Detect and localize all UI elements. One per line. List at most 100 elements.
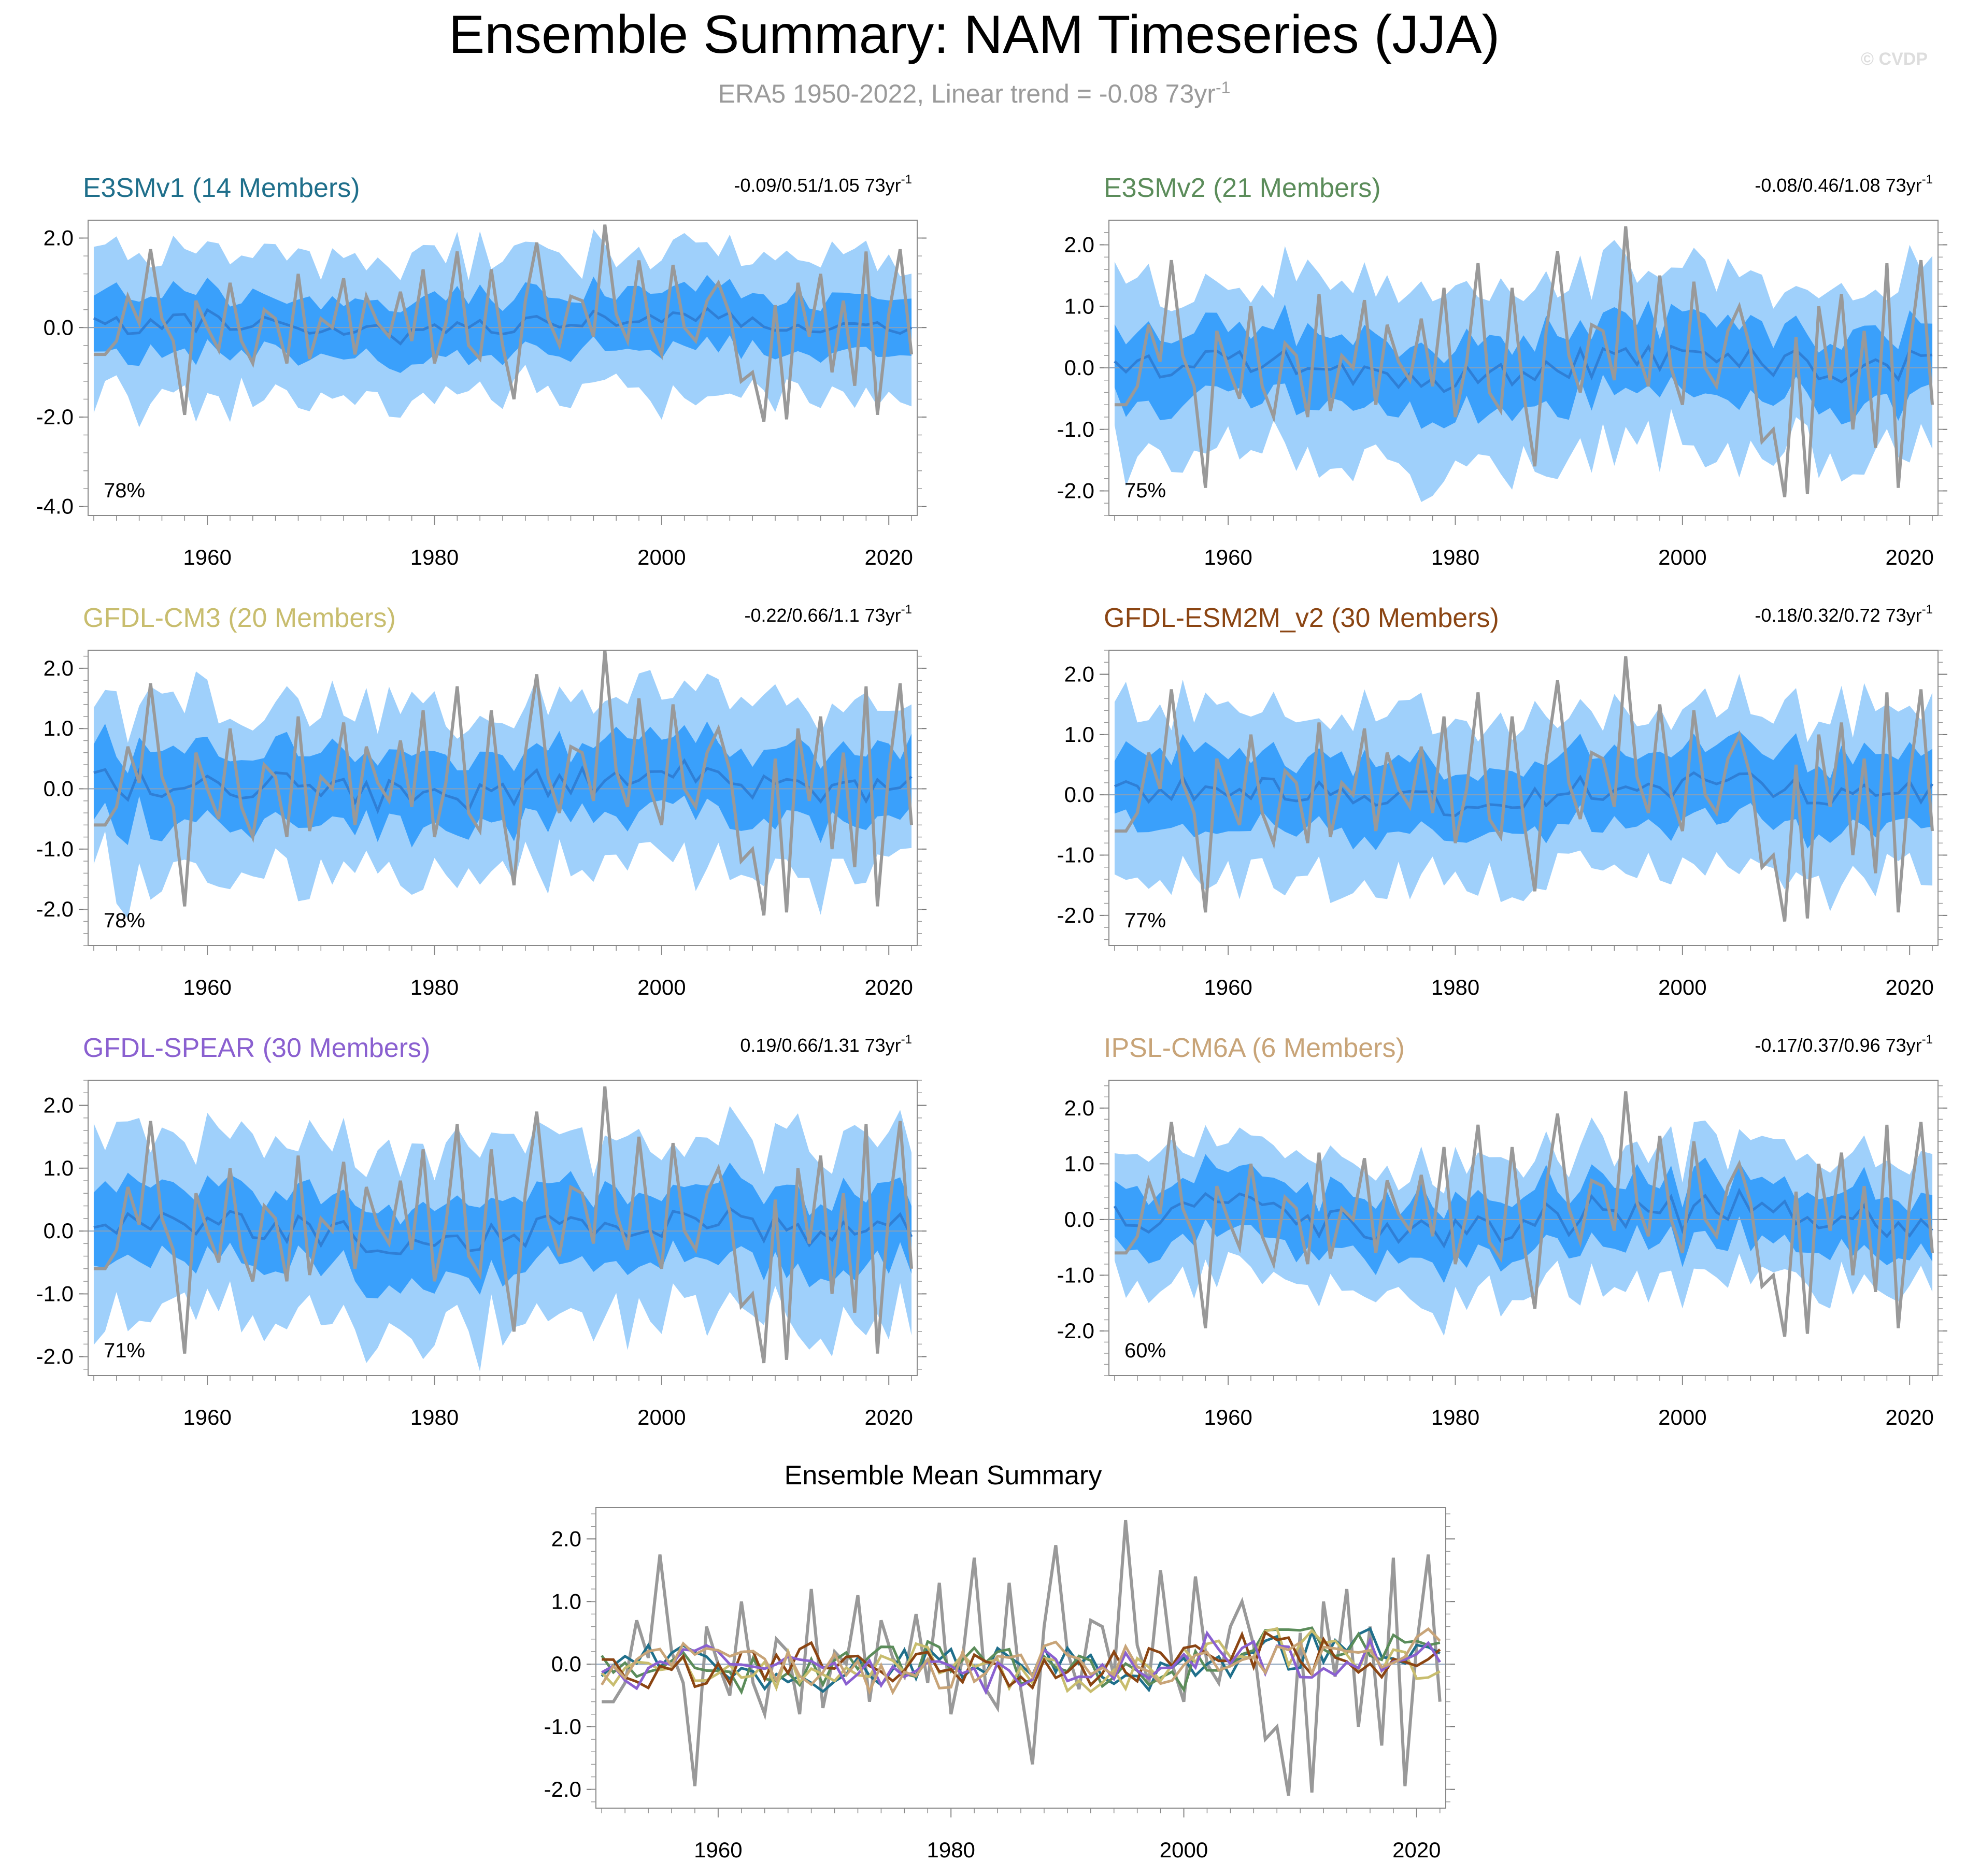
trend-value: -0.18/0.32/0.72 73yr <box>1755 605 1921 626</box>
observed-line <box>93 1086 914 1364</box>
figure-title: Ensemble Summary: NAM Timeseries (JJA) <box>449 5 1500 65</box>
x-tick-label: 2000 <box>637 975 686 999</box>
y-tick-label: 2.0 <box>44 1093 74 1118</box>
panel-title: E3SMv2 (21 Members) <box>1104 173 1381 203</box>
panel-title: GFDL-ESM2M_v2 (30 Members) <box>1104 603 1499 633</box>
percent-label: 60% <box>1124 1339 1166 1362</box>
inner-spread-band <box>1114 1154 1933 1283</box>
panel-4: GFDL-ESM2M_v2 (30 Members) -0.18/0.32/0.7… <box>1057 603 1947 999</box>
y-tick-label: -2.0 <box>1057 1319 1094 1343</box>
y-tick-label: -2.0 <box>1057 903 1094 927</box>
observed-line <box>93 224 914 422</box>
y-tick-label: -2.0 <box>36 1344 74 1369</box>
y-tick-label: 1.0 <box>44 716 74 740</box>
x-tick-label: 2020 <box>1392 1838 1441 1862</box>
x-tick-label: 1960 <box>1204 975 1252 999</box>
trend-label: -0.17/0.37/0.96 73yr-1 <box>1755 1033 1933 1056</box>
x-tick-label: 2000 <box>637 545 686 569</box>
series-line-ipsl-cm6a <box>601 1627 1441 1696</box>
trend-superscript: -1 <box>901 173 912 187</box>
y-tick-label: 2.0 <box>44 656 74 680</box>
y-tick-label: -1.0 <box>1057 1263 1094 1287</box>
y-tick-label: 0.0 <box>1064 1207 1094 1231</box>
y-tick-label: 2.0 <box>1064 662 1094 686</box>
y-tick-label: -2.0 <box>36 897 74 921</box>
panel-title: GFDL-CM3 (20 Members) <box>83 603 396 633</box>
trend-label: -0.08/0.46/1.08 73yr-1 <box>1755 173 1933 196</box>
y-tick-label: -2.0 <box>1057 479 1094 503</box>
x-tick-label: 2020 <box>864 1405 913 1429</box>
trend-superscript: -1 <box>901 603 912 617</box>
watermark: © CVDP <box>1861 49 1928 69</box>
percent-label: 75% <box>1124 479 1166 502</box>
y-tick-label: 0.0 <box>1064 355 1094 380</box>
y-tick-label: -1.0 <box>1057 417 1094 441</box>
y-tick-label: 1.0 <box>1064 1151 1094 1176</box>
trend-label: -0.22/0.66/1.1 73yr-1 <box>744 603 912 626</box>
y-tick-label: 1.0 <box>44 1156 74 1180</box>
trend-value: -0.17/0.37/0.96 73yr <box>1755 1035 1921 1056</box>
panel-title: Ensemble Mean Summary <box>785 1460 1102 1491</box>
panel-6: IPSL-CM6A (6 Members) -0.17/0.37/0.96 73y… <box>1057 1033 1947 1429</box>
x-tick-label: 2000 <box>1658 545 1706 569</box>
observed-line <box>93 650 914 916</box>
x-tick-label: 2020 <box>864 975 913 999</box>
trend-superscript: -1 <box>1922 173 1933 187</box>
x-tick-label: 1960 <box>183 975 231 999</box>
x-tick-label: 2020 <box>1885 975 1933 999</box>
y-tick-label: 0.0 <box>1064 782 1094 807</box>
x-tick-label: 2020 <box>864 545 913 569</box>
x-tick-label: 2020 <box>1885 1405 1933 1429</box>
ensemble-mean-line <box>1113 1187 1933 1249</box>
observed-line <box>1114 1091 1934 1337</box>
y-tick-label: 1.0 <box>1064 294 1094 318</box>
y-tick-label: 2.0 <box>1064 1096 1094 1120</box>
y-tick-label: 0.0 <box>44 315 74 339</box>
y-tick-label: -1.0 <box>1057 843 1094 867</box>
ensemble-mean-line <box>93 758 913 814</box>
y-tick-label: -2.0 <box>36 405 74 429</box>
x-tick-label: 1960 <box>183 1405 231 1429</box>
x-tick-label: 2020 <box>1885 545 1933 569</box>
panel-5: GFDL-SPEAR (30 Members) 0.19/0.66/1.31 73… <box>36 1033 927 1429</box>
panel-title: GFDL-SPEAR (30 Members) <box>83 1033 430 1063</box>
x-tick-label: 1980 <box>410 975 459 999</box>
y-tick-label: 1.0 <box>551 1589 581 1613</box>
percent-label: 71% <box>104 1339 145 1362</box>
y-tick-label: 2.0 <box>551 1526 581 1551</box>
panel-2: E3SMv2 (21 Members) -0.08/0.46/1.08 73yr-… <box>1057 173 1947 569</box>
trend-superscript: -1 <box>1922 1033 1933 1047</box>
y-tick-label: 0.0 <box>44 777 74 801</box>
panel-1: E3SMv1 (14 Members) -0.09/0.51/1.05 73yr-… <box>36 173 927 569</box>
y-tick-label: -2.0 <box>544 1777 581 1801</box>
x-tick-label: 1980 <box>410 545 459 569</box>
panels: E3SMv1 (14 Members) -0.09/0.51/1.05 73yr-… <box>36 173 1947 1862</box>
percent-label: 78% <box>104 909 145 932</box>
trend-value: 0.19/0.66/1.31 73yr <box>740 1035 901 1056</box>
x-tick-label: 1980 <box>1431 1405 1479 1429</box>
x-tick-label: 1980 <box>927 1838 975 1862</box>
x-tick-label: 1960 <box>694 1838 742 1862</box>
observed-line <box>1114 226 1934 497</box>
figure-subtitle: ERA5 1950-2022, Linear trend = -0.08 73y… <box>718 78 1231 108</box>
x-tick-label: 1980 <box>410 1405 459 1429</box>
y-tick-label: 1.0 <box>1064 722 1094 747</box>
y-tick-label: 2.0 <box>44 226 74 250</box>
y-tick-label: 0.0 <box>44 1219 74 1243</box>
trend-value: -0.08/0.46/1.08 73yr <box>1755 175 1921 196</box>
panel-7: Ensemble Mean Summary -2.0 -1.0 0.0 1.0 2.0 19… <box>544 1460 1455 1862</box>
trend-value: -0.09/0.51/1.05 73yr <box>734 175 901 196</box>
series-line-gfdl-spear <box>601 1630 1441 1696</box>
y-tick-label: -1.0 <box>36 1281 74 1306</box>
x-tick-label: 1960 <box>1204 545 1252 569</box>
percent-label: 77% <box>1124 909 1166 932</box>
ensemble-mean-line <box>93 306 913 346</box>
y-tick-label: -1.0 <box>36 837 74 861</box>
x-tick-label: 2000 <box>637 1405 686 1429</box>
trend-value: -0.22/0.66/1.1 73yr <box>744 605 901 626</box>
subtitle-superscript: -1 <box>1216 78 1230 97</box>
x-tick-label: 2000 <box>1658 1405 1706 1429</box>
trend-label: -0.09/0.51/1.05 73yr-1 <box>734 173 912 196</box>
x-tick-label: 2000 <box>1658 975 1706 999</box>
